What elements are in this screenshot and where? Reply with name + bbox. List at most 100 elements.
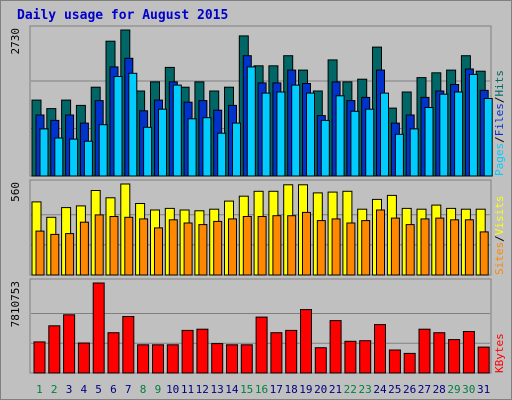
legend-sites-visits: Sites/Visits bbox=[493, 196, 506, 276]
bar-kbytes-day-9 bbox=[152, 344, 164, 374]
x-label-day-28: 28 bbox=[433, 383, 446, 396]
bar-sites-day-1 bbox=[35, 230, 45, 276]
x-label-day-27: 27 bbox=[418, 383, 431, 396]
bar-sites-day-28 bbox=[435, 217, 445, 276]
bar-sites-day-29 bbox=[450, 219, 460, 276]
bar-kbytes-day-3 bbox=[63, 314, 76, 374]
bar-kbytes-day-30 bbox=[462, 331, 475, 374]
bar-kbytes-day-16 bbox=[255, 316, 268, 374]
legend-kbytes: KBytes bbox=[493, 333, 506, 373]
legend-sep-1: / bbox=[493, 136, 506, 143]
bar-pages-day-24 bbox=[380, 92, 389, 177]
bar-kbytes-day-22 bbox=[344, 340, 357, 374]
bar-sites-day-20 bbox=[316, 220, 326, 276]
bar-kbytes-day-12 bbox=[196, 328, 209, 374]
bar-sites-day-6 bbox=[109, 216, 119, 276]
x-label-day-20: 20 bbox=[314, 383, 327, 396]
x-label-day-10: 10 bbox=[166, 383, 179, 396]
bar-sites-day-31 bbox=[479, 231, 489, 276]
bar-pages-day-11 bbox=[187, 118, 197, 177]
visits-panel-ymax-label: 560 bbox=[9, 182, 22, 202]
bar-sites-day-26 bbox=[405, 224, 415, 276]
x-label-day-4: 4 bbox=[80, 383, 87, 396]
bar-pages-day-12 bbox=[202, 117, 212, 177]
bar-kbytes-day-24 bbox=[374, 324, 386, 374]
x-label-day-13: 13 bbox=[210, 383, 223, 396]
bar-pages-day-16 bbox=[261, 92, 271, 177]
x-label-day-5: 5 bbox=[95, 383, 102, 396]
bar-pages-day-26 bbox=[409, 128, 419, 177]
x-label-day-8: 8 bbox=[140, 383, 147, 396]
bar-pages-day-13 bbox=[217, 132, 227, 177]
bar-kbytes-day-7 bbox=[122, 316, 135, 374]
bar-kbytes-day-10 bbox=[166, 344, 179, 374]
bar-sites-day-9 bbox=[154, 227, 163, 276]
bar-pages-day-10 bbox=[172, 84, 182, 177]
x-label-day-12: 12 bbox=[196, 383, 209, 396]
bar-sites-day-7 bbox=[124, 216, 134, 276]
bar-kbytes-day-29 bbox=[448, 339, 461, 374]
x-label-day-22: 22 bbox=[344, 383, 357, 396]
bar-sites-day-27 bbox=[420, 218, 430, 276]
x-label-day-17: 17 bbox=[270, 383, 283, 396]
bar-kbytes-day-6 bbox=[107, 332, 120, 374]
legend-sep-3: / bbox=[493, 235, 506, 242]
bar-pages-day-8 bbox=[143, 126, 153, 177]
legend-pages: Pages bbox=[493, 143, 506, 176]
bar-sites-day-23 bbox=[361, 220, 371, 276]
bar-sites-day-22 bbox=[346, 222, 356, 276]
bar-pages-day-17 bbox=[276, 91, 286, 177]
kbytes-panel-ymax-label: 7810753 bbox=[9, 281, 22, 327]
bar-kbytes-day-17 bbox=[270, 332, 283, 374]
x-label-day-30: 30 bbox=[462, 383, 475, 396]
bar-kbytes-day-8 bbox=[137, 344, 150, 374]
x-label-day-21: 21 bbox=[329, 383, 342, 396]
bar-kbytes-day-25 bbox=[388, 349, 401, 374]
bar-pages-day-6 bbox=[113, 76, 123, 177]
legend-sites: Sites bbox=[493, 242, 506, 275]
bar-sites-day-3 bbox=[65, 233, 75, 276]
bar-sites-day-15 bbox=[242, 216, 252, 276]
bar-sites-day-8 bbox=[139, 218, 149, 276]
bar-pages-day-20 bbox=[320, 119, 330, 177]
bar-kbytes-day-21 bbox=[329, 320, 342, 374]
bar-pages-day-19 bbox=[306, 92, 315, 177]
x-label-day-3: 3 bbox=[66, 383, 73, 396]
bar-sites-day-14 bbox=[228, 218, 237, 276]
bar-sites-day-21 bbox=[331, 218, 341, 276]
x-label-day-11: 11 bbox=[181, 383, 194, 396]
bar-kbytes-day-31 bbox=[477, 346, 490, 374]
bar-sites-day-24 bbox=[376, 209, 385, 276]
bar-kbytes-day-23 bbox=[359, 340, 372, 374]
bar-sites-day-18 bbox=[287, 215, 297, 276]
bar-kbytes-day-20 bbox=[314, 347, 327, 374]
bar-sites-day-2 bbox=[50, 233, 60, 276]
x-label-day-18: 18 bbox=[284, 383, 297, 396]
legend-sep-2: / bbox=[493, 97, 506, 104]
x-label-day-26: 26 bbox=[403, 383, 416, 396]
x-label-day-6: 6 bbox=[110, 383, 117, 396]
bar-kbytes-day-14 bbox=[226, 344, 238, 374]
bar-sites-day-30 bbox=[464, 219, 474, 276]
bar-kbytes-day-28 bbox=[433, 332, 446, 374]
bar-pages-day-14 bbox=[232, 122, 241, 177]
bar-kbytes-day-26 bbox=[403, 352, 416, 374]
hits-panel-ymax-label: 2730 bbox=[9, 28, 22, 55]
kbytes-panel bbox=[29, 278, 492, 374]
x-label-day-7: 7 bbox=[125, 383, 132, 396]
bar-kbytes-day-18 bbox=[285, 329, 298, 374]
bar-sites-day-25 bbox=[390, 217, 400, 276]
bar-pages-day-5 bbox=[98, 124, 108, 177]
bar-pages-day-21 bbox=[335, 95, 345, 177]
visits-panel bbox=[29, 179, 492, 276]
bar-kbytes-day-27 bbox=[418, 328, 431, 374]
bar-sites-day-13 bbox=[213, 220, 223, 276]
bar-kbytes-day-2 bbox=[48, 325, 61, 374]
bar-sites-day-5 bbox=[94, 214, 104, 276]
hits-panel bbox=[29, 25, 493, 177]
bar-pages-day-29 bbox=[454, 91, 464, 177]
x-label-day-15: 15 bbox=[240, 383, 253, 396]
x-label-day-31: 31 bbox=[477, 383, 490, 396]
bar-sites-day-11 bbox=[183, 222, 193, 276]
